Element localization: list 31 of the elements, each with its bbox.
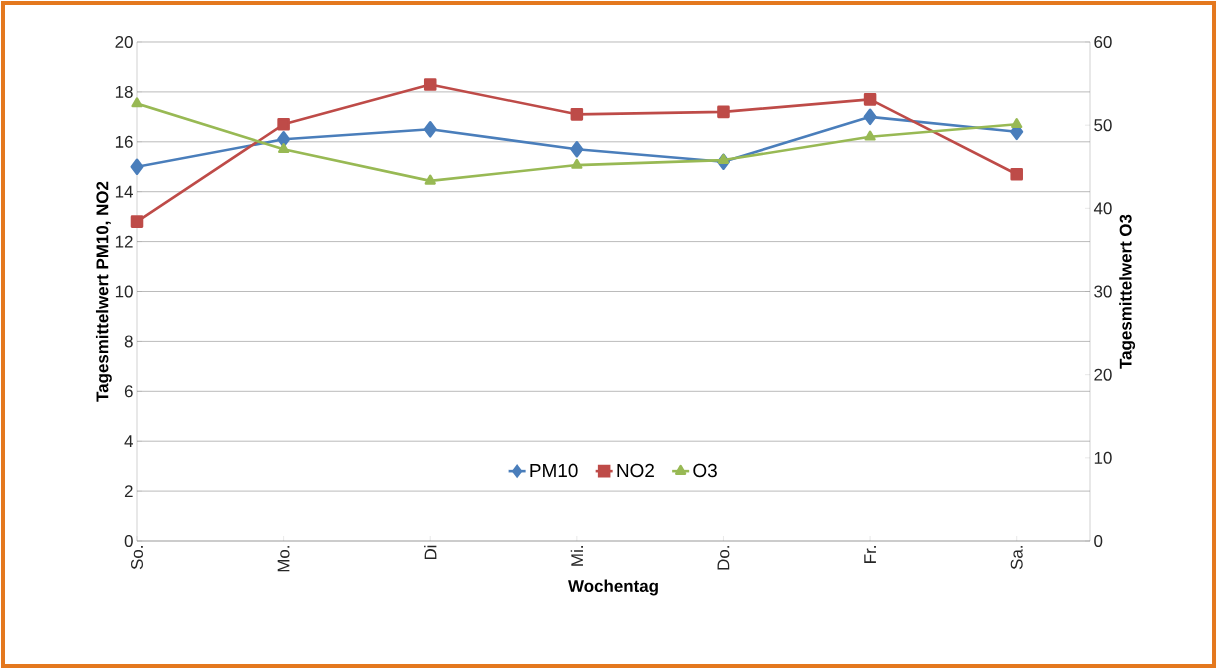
y2-tick-label: 30 [1094,285,1112,298]
x-tick-label: So. [131,546,143,570]
y-tick-label: 16 [115,135,133,148]
x-tick-label: Di [424,545,437,560]
y2-tick-label: 60 [1094,36,1112,48]
x-tick-label: Fr. [864,546,876,563]
y2-tick-label: 40 [1093,202,1112,215]
y-tick-label: 4 [124,435,133,448]
x-tick-label: Mo. [277,546,290,572]
y-tick-label: 14 [115,185,133,198]
x-tick-label: Sa. [1010,546,1023,570]
x-tick-label: Mi. [570,546,583,566]
y-tick-label: 2 [124,485,133,498]
legend-label: NO2 [617,463,654,478]
y-tick-label: 0 [124,535,133,547]
y-tick-label: 10 [115,285,133,298]
legend-label: PM10 [530,463,578,478]
y-tick-label: 18 [115,85,133,98]
x-axis-title: Wochentag [568,579,658,596]
y-tick-label: 12 [115,235,133,248]
y-axis-title: Tagesmittelwert PM10, NO2 [95,181,112,402]
y-tick-label: 20 [115,36,133,48]
y2-tick-label: 20 [1094,368,1112,381]
y2-tick-label: 10 [1094,451,1112,464]
y2-tick-label: 50 [1094,119,1112,132]
legend-label: O3 [693,463,717,478]
y2-tick-label: 0 [1094,535,1103,547]
y-tick-label: 8 [124,335,133,348]
y-tick-label: 6 [124,385,133,398]
y2-axis-title: Tagesmittelwert O3 [1119,214,1136,369]
x-tick-label: Do. [717,546,730,570]
